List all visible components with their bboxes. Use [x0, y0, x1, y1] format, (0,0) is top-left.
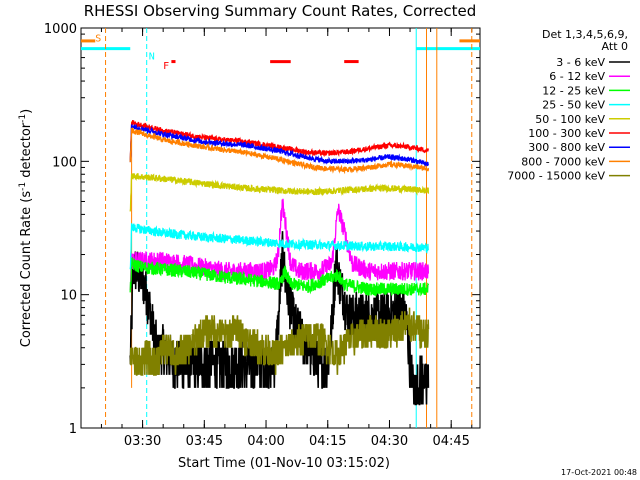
series-line [129, 256, 430, 297]
y-tick-label: 1 [69, 422, 77, 437]
x-tick-label: 04:15 [309, 434, 346, 449]
marker-label: F [163, 61, 169, 72]
legend-label: 25 - 50 keV [542, 99, 605, 112]
legend-label: 50 - 100 keV [535, 113, 605, 126]
legend-label: 100 - 300 keV [528, 127, 605, 140]
series-line [129, 119, 430, 161]
legend-header: Att 0 [602, 40, 628, 53]
marker-label: S [95, 33, 101, 44]
y-axis-label-end: ) [19, 109, 34, 114]
chart-title: RHESSI Observing Summary Count Rates, Co… [84, 2, 477, 20]
series-line [129, 172, 430, 212]
y-tick-label: 10 [60, 289, 77, 304]
plot-frame [80, 27, 481, 429]
series-line [129, 307, 430, 376]
legend-label: 7000 - 15000 keV [507, 170, 605, 183]
legend-label: 3 - 6 keV [556, 56, 605, 69]
y-axis-label-sup1: -1 [18, 182, 28, 191]
legend-label: 6 - 12 keV [549, 70, 605, 83]
y-tick-label: 100 [52, 155, 77, 170]
x-tick-label: 03:30 [124, 434, 161, 449]
x-tick-label: 04:30 [371, 434, 408, 449]
x-tick-label: 04:45 [432, 434, 469, 449]
legend-label: 800 - 7000 keV [521, 155, 605, 168]
y-axis-label-mid: detector [19, 122, 34, 182]
y-axis-label-main: Corrected Count Rate (s [19, 191, 34, 348]
legend-label: 300 - 800 keV [528, 141, 605, 154]
marker-label: N [149, 52, 155, 63]
legend-label: 12 - 25 keV [542, 84, 605, 97]
x-axis-label: Start Time (01-Nov-10 03:15:02) [178, 456, 390, 471]
y-tick-label: 1000 [44, 22, 77, 37]
series-line [129, 126, 430, 175]
plot-area: 1 10 100 1000 03:30 03:45 04:00 04:15 04:30 04:45… [44, 22, 481, 449]
legend-header: Det 1,3,4,5,6,9, [542, 28, 628, 41]
series-line [129, 223, 430, 270]
x-tick-label: 04:00 [247, 434, 284, 449]
series-line [129, 123, 430, 168]
footer-timestamp: 17-Oct-2021 00:48 [561, 468, 637, 477]
x-tick-label: 03:45 [186, 434, 223, 449]
y-axis-label-sup2: -1 [18, 114, 28, 123]
y-axis-label: Corrected Count Rate (s-1 detector-1) [18, 109, 34, 347]
